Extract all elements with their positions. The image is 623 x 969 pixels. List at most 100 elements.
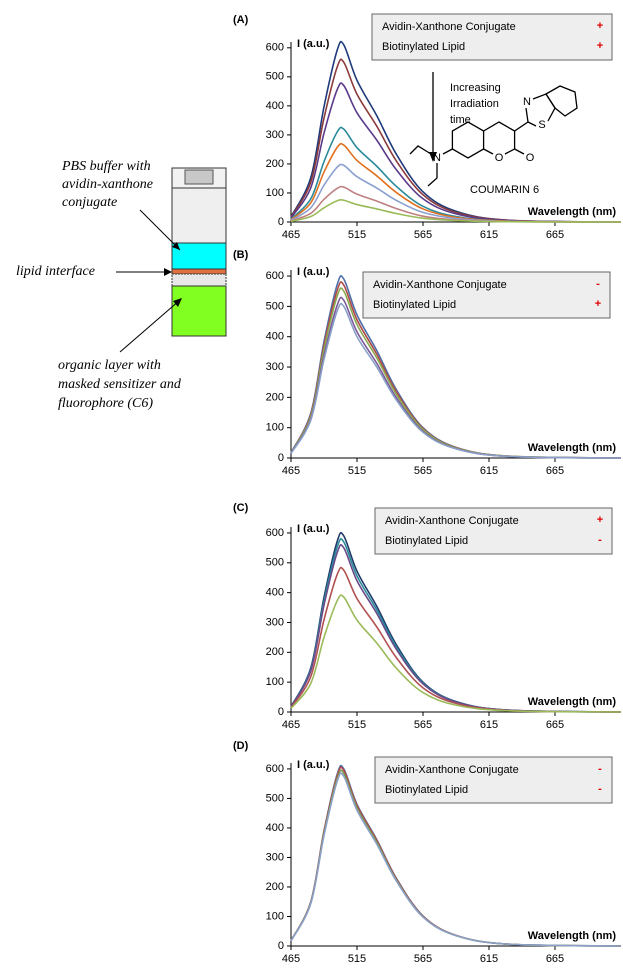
spectrum-line — [290, 772, 622, 947]
spectrum-line — [290, 566, 622, 713]
diagram-label: fluorophore (C6) — [58, 396, 153, 411]
plot-lines — [290, 275, 622, 459]
cap-inner — [184, 169, 214, 185]
y-tick-label: 100 — [266, 910, 284, 922]
x-tick-label: 615 — [480, 719, 498, 731]
y-tick-label: 200 — [266, 158, 284, 170]
legend-label: Biotinylated Lipid — [373, 299, 456, 311]
lipid-layer — [171, 268, 227, 275]
y-axis-label: I (a.u.) — [297, 38, 330, 50]
legend-sign: - — [596, 278, 600, 290]
diagram-label: organic layer with — [58, 358, 161, 373]
y-tick-label: 600 — [266, 763, 284, 775]
legend-sign: - — [598, 763, 602, 775]
y-tick-label: 0 — [278, 216, 284, 228]
bond — [442, 148, 453, 155]
atom-label: N — [433, 152, 441, 164]
molecule — [409, 85, 578, 187]
legend-sign: - — [598, 783, 602, 795]
molecule-name: COUMARIN 6 — [470, 184, 539, 196]
ring — [532, 93, 556, 122]
x-tick-label: 665 — [546, 719, 564, 731]
x-tick-label: 465 — [282, 719, 300, 731]
x-tick-label: 515 — [348, 719, 366, 731]
bond — [483, 148, 494, 155]
x-tick-label: 465 — [282, 465, 300, 477]
plot-lines — [290, 40, 622, 223]
y-tick-label: 600 — [266, 270, 284, 282]
bond — [525, 107, 529, 123]
y-tick-label: 0 — [278, 940, 284, 952]
y-tick-label: 300 — [266, 129, 284, 141]
ethyl — [409, 145, 432, 155]
buffer-layer — [171, 187, 227, 244]
y-tick-label: 400 — [266, 331, 284, 343]
x-tick-label: 615 — [480, 953, 498, 965]
legend-label: Avidin-Xanthone Conjugate — [373, 279, 507, 291]
cyan-layer — [171, 242, 227, 270]
x-tick-label: 515 — [348, 229, 366, 241]
x-tick-label: 615 — [480, 465, 498, 477]
y-tick-label: 0 — [278, 452, 284, 464]
x-tick-label: 615 — [480, 229, 498, 241]
x-tick-label: 665 — [546, 229, 564, 241]
legend-label: Biotinylated Lipid — [382, 41, 465, 53]
y-tick-label: 600 — [266, 527, 284, 539]
x-tick-label: 665 — [546, 465, 564, 477]
bond — [514, 148, 525, 155]
legend-sign: - — [598, 534, 602, 546]
atom-label: O — [526, 152, 535, 164]
interface-layer — [171, 273, 227, 287]
legend-box — [374, 756, 613, 804]
spectrum-line — [290, 594, 622, 713]
diagram-label: masked sensitizer and — [58, 377, 182, 392]
spectrum-line — [290, 531, 622, 713]
x-tick-label: 665 — [546, 953, 564, 965]
spectrum-line — [290, 199, 622, 223]
spectrum-line — [290, 302, 622, 459]
plot-lines — [290, 531, 622, 713]
ethyl — [427, 163, 438, 187]
bond — [527, 121, 537, 127]
legend-box — [371, 13, 613, 61]
ring — [451, 121, 485, 159]
y-tick-label: 300 — [266, 851, 284, 863]
tube-diagram: PBS buffer with avidin-xanthone conjugat… — [16, 159, 227, 411]
annotation: Increasing — [450, 82, 501, 94]
y-tick-label: 300 — [266, 361, 284, 373]
atom-label: S — [538, 119, 545, 131]
y-tick-label: 200 — [266, 391, 284, 403]
x-tick-label: 565 — [414, 719, 432, 731]
y-axis-label: I (a.u.) — [297, 266, 330, 278]
spectrum-line — [290, 40, 622, 223]
y-tick-label: 400 — [266, 822, 284, 834]
x-tick-label: 565 — [414, 953, 432, 965]
x-axis-label: Wavelength (nm) — [528, 206, 617, 218]
legend-sign: + — [597, 40, 603, 52]
arrowhead — [173, 298, 182, 307]
ring — [545, 85, 578, 117]
spectrum-line — [290, 296, 622, 459]
x-tick-label: 465 — [282, 953, 300, 965]
legend-box — [374, 507, 613, 555]
legend-label: Biotinylated Lipid — [385, 784, 468, 796]
y-tick-label: 500 — [266, 557, 284, 569]
legend-label: Avidin-Xanthone Conjugate — [385, 764, 519, 776]
x-tick-label: 465 — [282, 229, 300, 241]
legend-sign: + — [595, 298, 601, 310]
diagram-label: PBS buffer with — [61, 159, 151, 174]
spectrum-line — [290, 82, 622, 223]
x-axis-label: Wavelength (nm) — [528, 696, 617, 708]
y-tick-label: 200 — [266, 881, 284, 893]
legend-sign: + — [597, 514, 603, 526]
y-tick-label: 500 — [266, 792, 284, 804]
x-axis-label: Wavelength (nm) — [528, 930, 617, 942]
plot-lines — [290, 764, 622, 947]
y-tick-label: 500 — [266, 71, 284, 83]
spectrum-line — [290, 537, 622, 713]
arrowhead — [429, 152, 437, 162]
organic-layer — [171, 285, 227, 337]
panel-label: (B) — [233, 249, 249, 261]
